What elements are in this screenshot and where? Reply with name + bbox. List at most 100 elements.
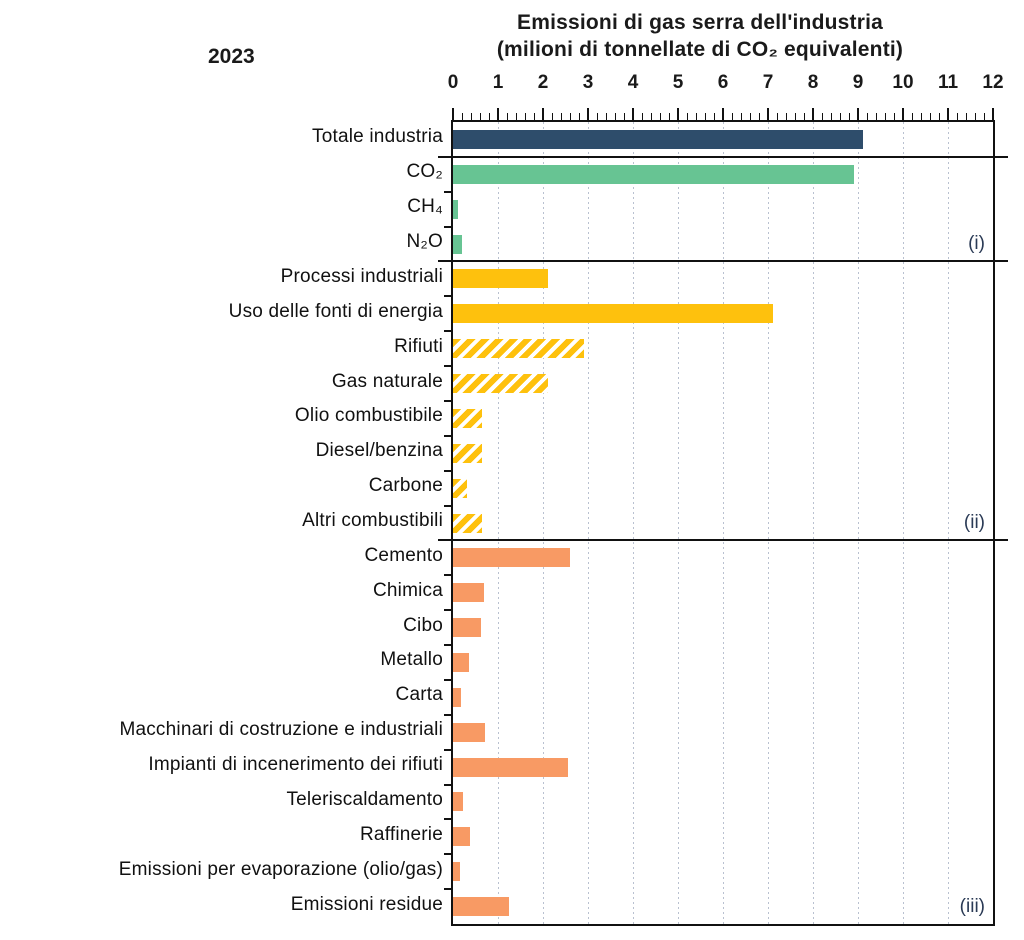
x-axis-minor-tick (714, 113, 715, 120)
x-axis-minor-tick (750, 113, 751, 120)
x-axis-major-tick (722, 108, 724, 120)
chart-title: Emissioni di gas serra dell'industria (516, 11, 883, 34)
x-axis-minor-tick (831, 113, 832, 120)
x-axis-minor-tick (615, 113, 616, 120)
bar (453, 408, 483, 428)
bar (453, 513, 483, 533)
x-axis-major-tick (947, 108, 949, 120)
x-axis-minor-tick (822, 113, 823, 120)
x-axis-tick-label: 6 (717, 72, 729, 93)
gridline (813, 122, 814, 924)
x-axis-minor-tick (651, 113, 652, 120)
category-label: Uso delle fonti di energia (228, 300, 443, 322)
bar (453, 304, 773, 324)
x-axis-minor-tick (624, 113, 625, 120)
bar (453, 722, 485, 742)
bar (453, 827, 471, 847)
bar (453, 583, 484, 603)
y-axis-row-tick (444, 853, 451, 856)
category-label: Macchinari di costruzione e industriali (119, 719, 443, 741)
x-axis-minor-tick (741, 113, 742, 120)
bar (453, 478, 467, 498)
y-axis-row-tick (444, 504, 451, 507)
gridline (678, 122, 679, 924)
x-axis-minor-tick (579, 113, 580, 120)
category-label: Diesel/benzina (315, 440, 443, 462)
x-axis-tick-label: 11 (937, 72, 959, 93)
x-axis-minor-tick (480, 113, 481, 120)
bar (453, 199, 458, 219)
x-axis-minor-tick (912, 113, 913, 120)
category-label: CH₄ (407, 196, 443, 218)
category-label: Altri combustibili (302, 510, 443, 531)
x-axis-major-tick (902, 108, 904, 120)
x-axis-minor-tick (840, 113, 841, 120)
x-axis-minor-tick (570, 113, 571, 120)
y-axis-row-tick (444, 469, 451, 472)
category-label: Metallo (380, 649, 443, 671)
category-label: Emissioni per evaporazione (olio/gas) (118, 858, 443, 880)
bar (453, 652, 470, 672)
x-axis-minor-tick (561, 113, 562, 120)
y-axis-row-tick (444, 609, 451, 612)
category-label: Carta (395, 684, 443, 706)
y-axis-row-tick (444, 644, 451, 647)
plot-area: (i) (ii) (iii) (438, 120, 1008, 926)
x-axis-minor-tick (606, 113, 607, 120)
bar (453, 618, 482, 638)
gridline (948, 122, 949, 924)
category-label: Totale industria (312, 126, 443, 148)
x-axis-tick-label: 12 (982, 72, 1004, 93)
y-axis-row-tick (444, 678, 451, 681)
category-label: Chimica (372, 579, 443, 601)
bar (453, 269, 548, 289)
x-axis-minor-tick (732, 113, 733, 120)
x-axis-minor-tick (507, 113, 508, 120)
group-separator (438, 539, 1008, 542)
y-axis-row-tick (444, 818, 451, 821)
category-label: CO₂ (406, 161, 443, 183)
bar (453, 129, 863, 149)
x-axis-major-tick (632, 108, 634, 120)
category-label: Impianti di incenerimento dei rifiuti (148, 754, 443, 776)
gridline (633, 122, 634, 924)
x-axis-minor-tick (696, 113, 697, 120)
category-label: Carbone (368, 475, 443, 497)
bar (453, 548, 570, 568)
y-axis-row-tick (444, 225, 451, 228)
x-axis-major-tick (677, 108, 679, 120)
category-label: Rifiuti (394, 335, 443, 357)
x-axis-minor-tick (597, 113, 598, 120)
x-axis-major-tick (497, 108, 499, 120)
group-label: (iii) (959, 895, 985, 917)
x-axis-minor-tick (489, 113, 490, 120)
y-axis-row-tick (444, 783, 451, 786)
gridline (498, 122, 499, 924)
x-axis-major-tick (857, 108, 859, 120)
group-label: (ii) (963, 512, 985, 533)
gridline (858, 122, 859, 924)
x-axis-minor-tick (894, 113, 895, 120)
chart-subtitle: (milioni di tonnellate di CO₂ equivalent… (496, 38, 904, 61)
x-axis-minor-tick (534, 113, 535, 120)
bar (453, 862, 461, 882)
x-axis-tick-label: 0 (447, 72, 459, 93)
x-axis-minor-tick (669, 113, 670, 120)
x-axis-tick-label: 8 (807, 72, 819, 93)
category-label: N₂O (406, 231, 443, 253)
x-axis-minor-tick (786, 113, 787, 120)
category-label: Olio combustibile (294, 405, 443, 427)
bar (453, 687, 461, 707)
x-axis-minor-tick (795, 113, 796, 120)
y-axis-row-tick (444, 888, 451, 891)
category-label: Emissioni residue (290, 893, 443, 915)
x-axis-minor-tick (984, 113, 985, 120)
x-axis-minor-tick (516, 113, 517, 120)
x-axis-minor-tick (552, 113, 553, 120)
x-axis-minor-tick (957, 113, 958, 120)
x-axis-minor-tick (939, 113, 940, 120)
x-axis-tick-label: 5 (672, 72, 684, 93)
gridline (903, 122, 904, 924)
bar (453, 792, 463, 812)
